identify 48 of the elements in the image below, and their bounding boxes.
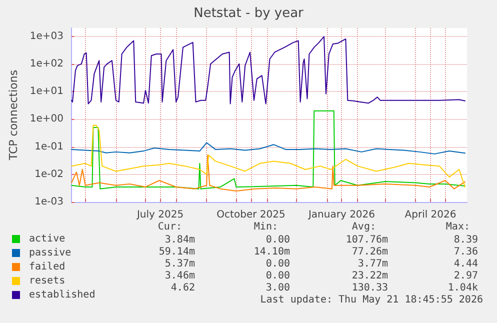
y-tick-label: 1e+01: [30, 86, 64, 98]
text: Avg:: [352, 222, 376, 232]
legend-label: resets: [29, 276, 66, 286]
y-tick-label: 1e-02: [34, 168, 64, 180]
text: 5.37m: [164, 258, 195, 270]
y-axis-title: TCP connections: [7, 70, 20, 162]
y-tick-label: 1e+02: [30, 58, 64, 70]
text: 7.36: [454, 246, 478, 258]
legend-label: failed: [29, 262, 66, 272]
y-tick-label: 1e+00: [30, 114, 64, 125]
text: 3.46m: [164, 270, 195, 282]
text: 1.04k: [448, 282, 478, 294]
text: 3.84m: [164, 234, 195, 246]
text: 77.26m: [352, 246, 388, 258]
legend-label: active: [29, 234, 66, 244]
line-series: [71, 110, 466, 190]
text: 14.10m: [254, 246, 290, 258]
text: Last update: Thu May 21 18:45:55 2026: [260, 294, 483, 306]
text: 23.22m: [352, 270, 388, 282]
text: 0.00: [266, 258, 290, 270]
text: 3.77m: [358, 258, 388, 270]
x-tick-label: October 2025: [216, 210, 286, 220]
text: 0.00: [266, 270, 290, 282]
text: Max:: [446, 222, 470, 232]
line-series: [71, 142, 466, 154]
chart-title: Netstat - by year: [194, 6, 304, 21]
line-series: [71, 124, 466, 188]
text: 107.76m: [346, 234, 388, 246]
text: 8.39: [454, 234, 478, 246]
y-tick-label: 1e+03: [30, 30, 64, 42]
line-series: [71, 36, 466, 104]
x-tick-label: April 2026: [404, 210, 456, 220]
text: 0.00: [266, 234, 290, 246]
y-tick-label: 1e-01: [34, 141, 64, 152]
text: 4.44: [454, 258, 478, 270]
text: Min:: [254, 222, 278, 232]
text: 4.62: [170, 282, 195, 294]
y-tick-label: 1e-03: [34, 196, 64, 208]
text: Cur:: [158, 222, 182, 232]
text: 59.14m: [158, 246, 195, 258]
x-tick-label: July 2025: [136, 210, 184, 220]
text: 3.00: [266, 282, 290, 294]
line-series: [71, 154, 466, 192]
x-tick-label: January 2026: [307, 210, 376, 220]
text: 130.33: [352, 282, 388, 294]
text: 2.97: [454, 270, 478, 282]
legend-label: passive: [29, 248, 72, 258]
legend-label: established: [29, 290, 96, 300]
